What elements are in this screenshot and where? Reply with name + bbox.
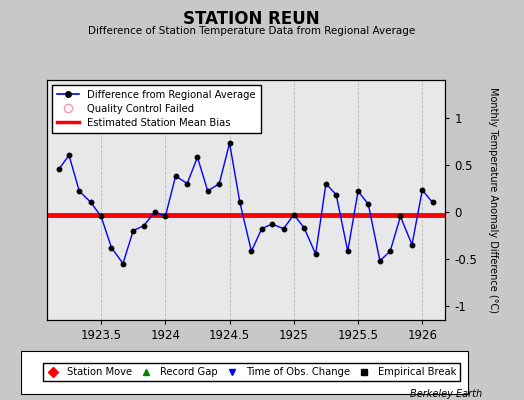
FancyBboxPatch shape — [21, 351, 468, 394]
Y-axis label: Monthly Temperature Anomaly Difference (°C): Monthly Temperature Anomaly Difference (… — [488, 87, 498, 313]
Text: Difference of Station Temperature Data from Regional Average: Difference of Station Temperature Data f… — [88, 26, 415, 36]
Text: STATION REUN: STATION REUN — [183, 10, 320, 28]
Text: Berkeley Earth: Berkeley Earth — [410, 389, 482, 399]
Legend: Difference from Regional Average, Quality Control Failed, Estimated Station Mean: Difference from Regional Average, Qualit… — [52, 85, 261, 133]
Legend: Station Move, Record Gap, Time of Obs. Change, Empirical Break: Station Move, Record Gap, Time of Obs. C… — [43, 363, 460, 381]
